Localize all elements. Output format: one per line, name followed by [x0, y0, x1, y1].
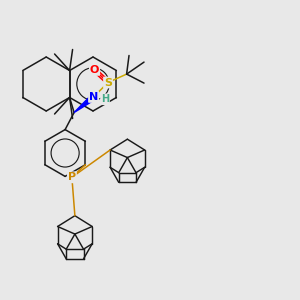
Text: O: O	[90, 65, 99, 75]
Text: N: N	[89, 92, 98, 102]
Text: P: P	[68, 172, 76, 182]
Polygon shape	[74, 94, 95, 112]
Text: H: H	[101, 94, 109, 104]
Text: S: S	[104, 77, 112, 88]
